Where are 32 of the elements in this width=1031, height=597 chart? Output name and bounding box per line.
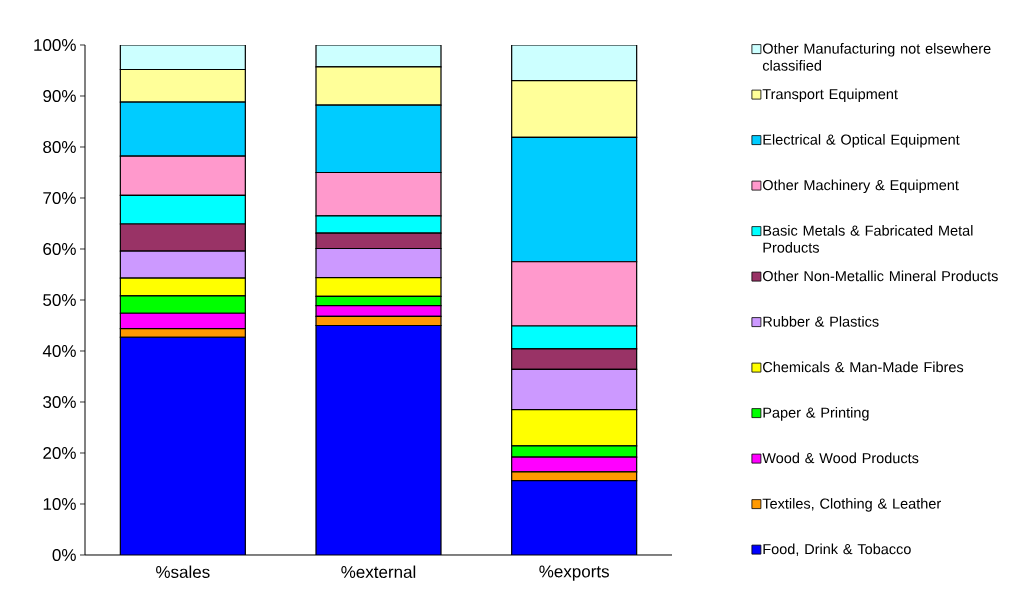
legend-label: Wood & Wood Products xyxy=(762,452,919,464)
legend-label: Textiles, Clothing & Leather xyxy=(762,498,941,512)
bar xyxy=(120,337,246,555)
bar xyxy=(511,45,638,82)
y-tick-label: 90% xyxy=(43,89,76,103)
y-tick-label: 20% xyxy=(43,446,76,460)
legend-label: Transport Equipment xyxy=(762,88,898,103)
legend-label: Chemicals & Man-Made Fibres xyxy=(763,361,964,373)
bar xyxy=(315,45,442,68)
y-tick-label: 30% xyxy=(43,395,76,409)
y-tick-label: 0% xyxy=(52,548,76,562)
bar xyxy=(316,325,441,555)
x-tick-label: %sales xyxy=(156,565,210,579)
y-tick-label: 50% xyxy=(43,293,76,307)
bar xyxy=(119,45,246,71)
x-tick-label: %external xyxy=(341,565,416,579)
y-tick-label: 80% xyxy=(43,140,76,154)
y-tick-label: 100% xyxy=(34,38,76,52)
legend-label: Other Machinery & Equipment xyxy=(762,179,959,194)
y-tick-label: 40% xyxy=(42,344,76,358)
legend-label: Other Non-Metallic Mineral Products xyxy=(762,270,998,282)
legend-label: Rubber & Plastics xyxy=(763,316,879,327)
legend-label: Paper & Printing xyxy=(763,407,869,421)
legend-label: Food, Drink & Tobacco xyxy=(763,543,911,556)
y-tick-label: 70% xyxy=(43,191,76,205)
x-tick-label: %exports xyxy=(539,565,609,581)
y-tick-label: 10% xyxy=(43,497,76,511)
legend-label: Electrical & Optical Equipment xyxy=(763,134,960,148)
legend-label: Basic Metals & Fabricated Metal Products xyxy=(763,225,973,253)
bar xyxy=(511,479,638,555)
legend-label: Other Manufacturing not elsewhere classified xyxy=(762,43,991,71)
y-tick-label: 60% xyxy=(43,242,76,256)
